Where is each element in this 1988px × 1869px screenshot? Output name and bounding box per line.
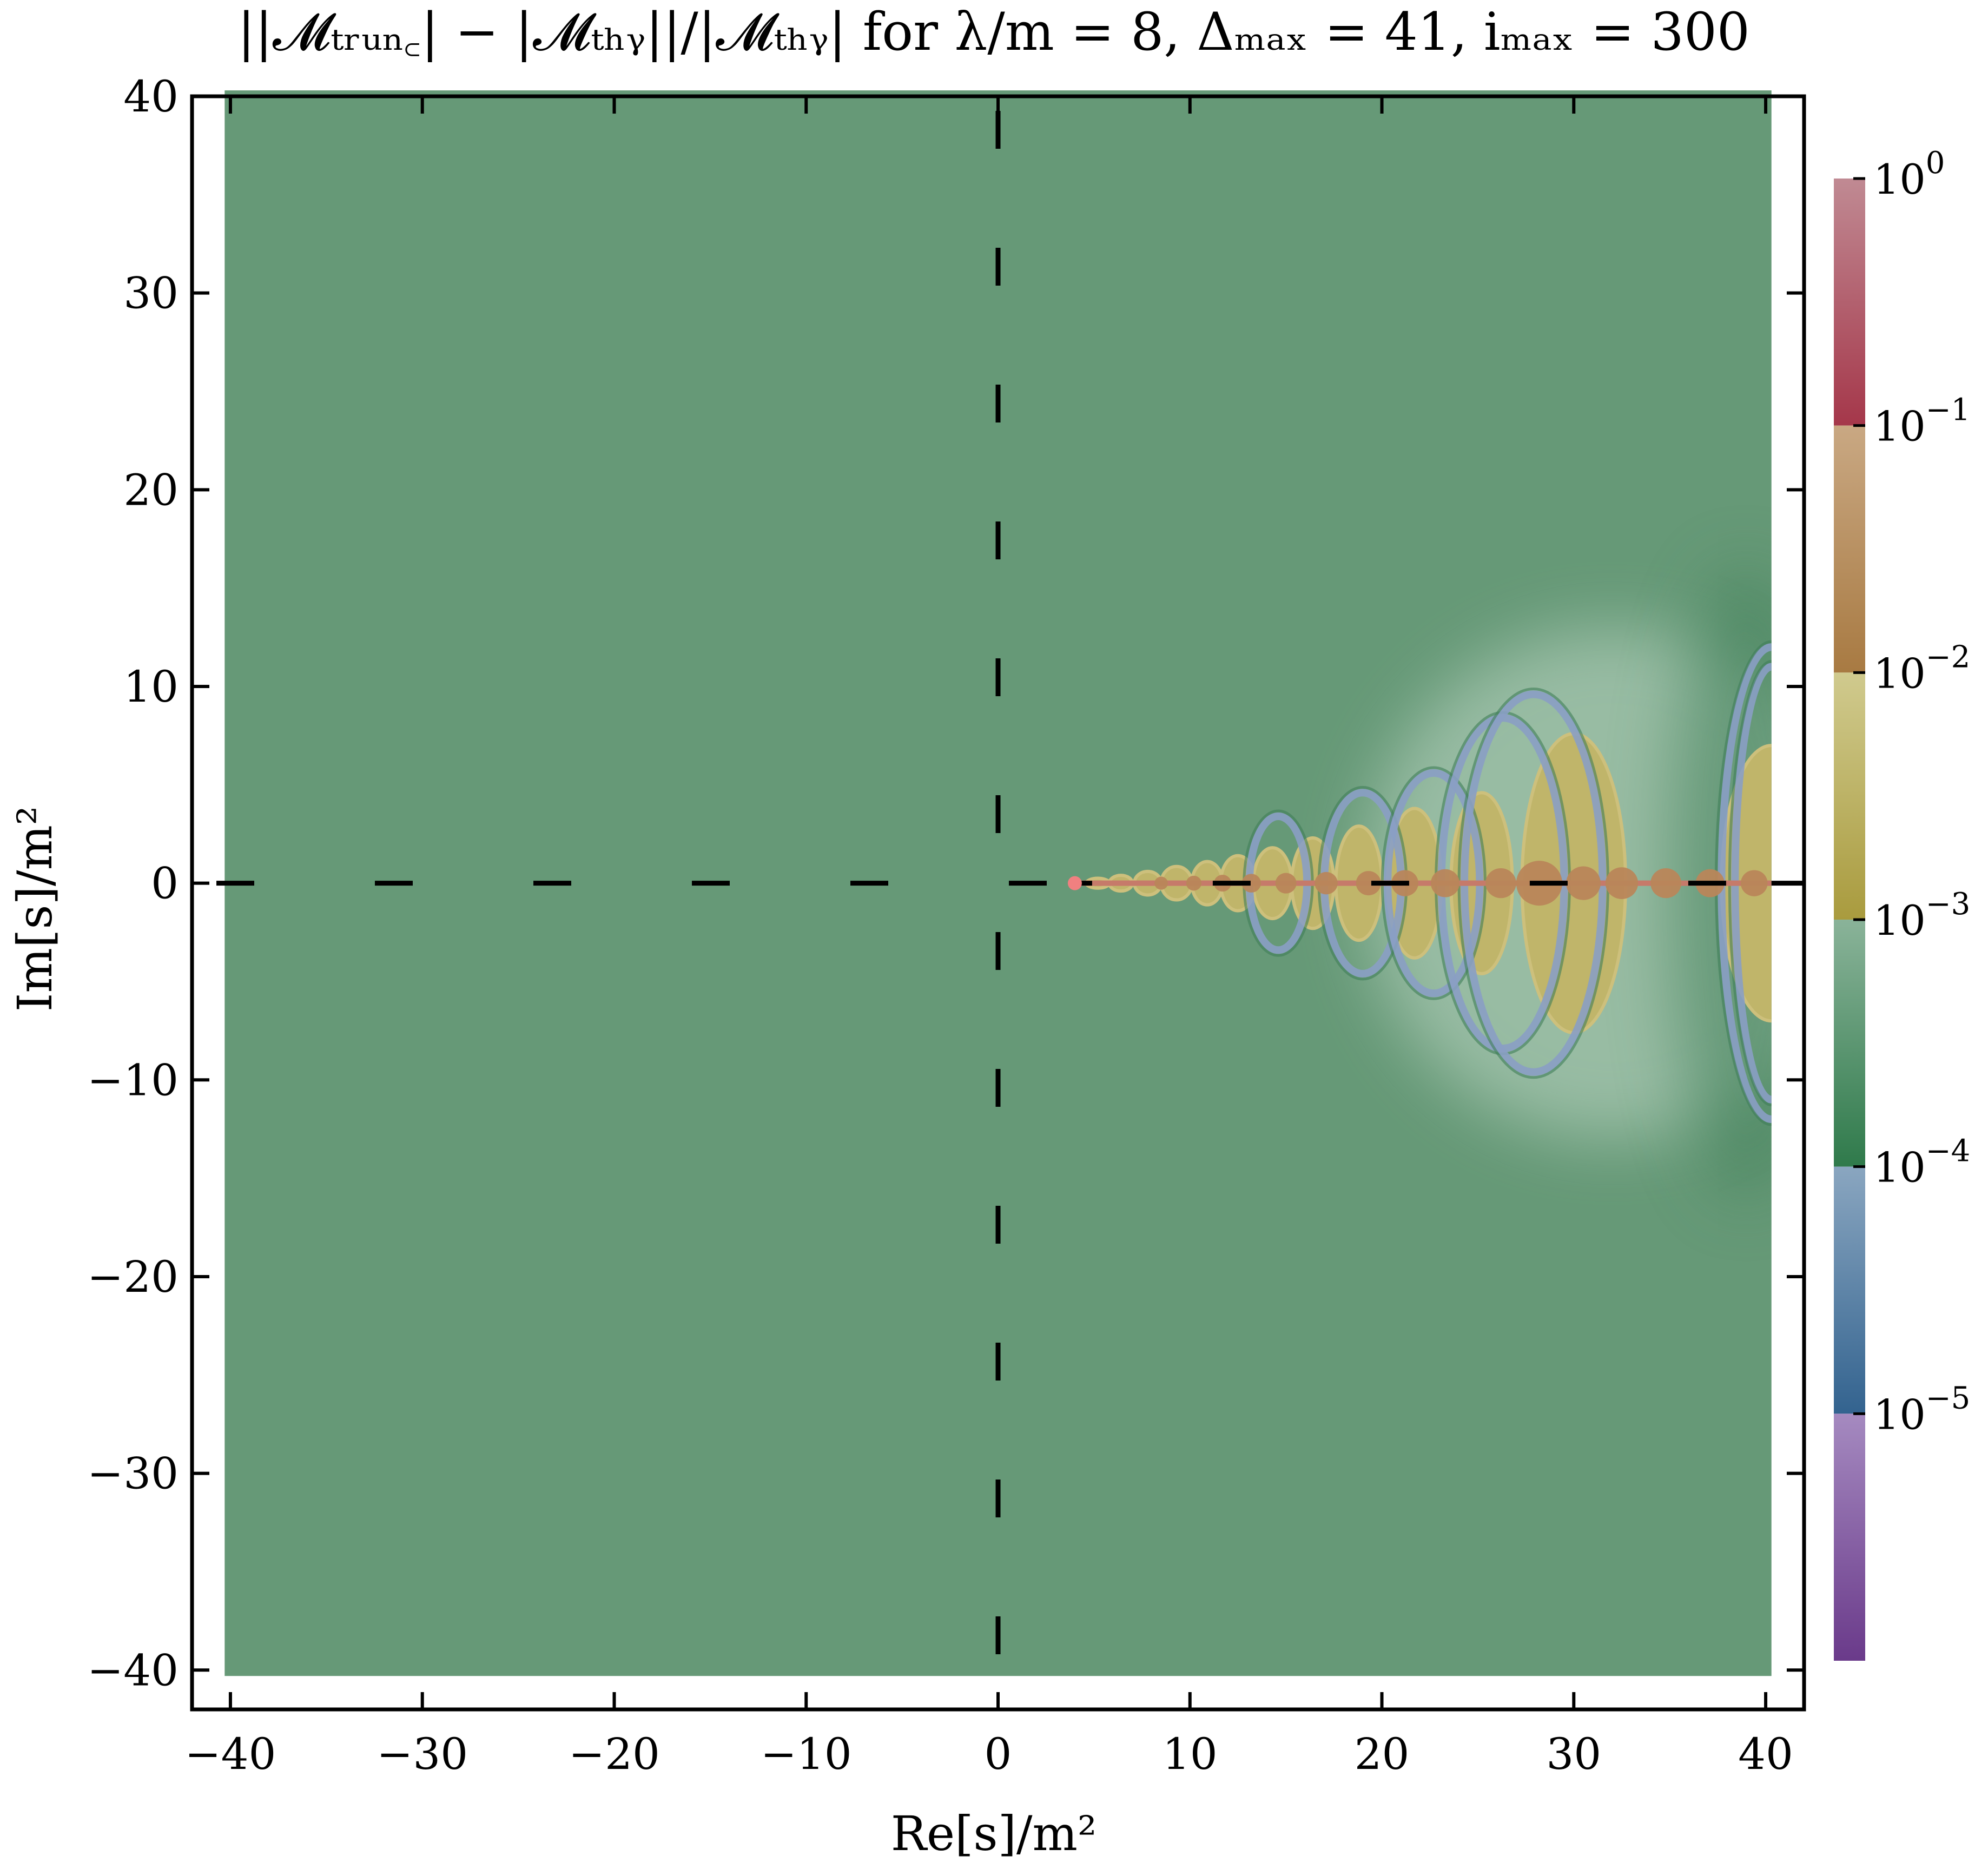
colorbar-segment-1	[1834, 425, 1865, 673]
y-tick-label: −30	[87, 1449, 179, 1499]
colorbar-tick-base: 10	[1873, 649, 1926, 697]
y-tick-labels: 40 30 20 10 0 −10 −20 −30 −40	[87, 71, 179, 1695]
blob-5	[1315, 871, 1338, 895]
colorbar-segment-2	[1834, 672, 1865, 920]
y-tick-label: 10	[123, 662, 179, 712]
blob-9	[1485, 868, 1516, 899]
blob-12	[1605, 867, 1639, 899]
x-tick-label: 40	[1738, 1729, 1793, 1779]
y-tick-label: 30	[123, 268, 179, 319]
y-tick-label: −40	[87, 1645, 179, 1695]
colorbar-tick-base: 10	[1873, 896, 1926, 945]
colorbar-tick-label: 100	[1873, 146, 1945, 203]
colorbar-tick-label: 10−5	[1873, 1381, 1970, 1438]
colorbar-tick-label: 10−4	[1873, 1134, 1970, 1192]
colorbar-segment-3	[1834, 920, 1865, 1167]
x-tick-labels: −40 −30 −20 −10 0 10 20 30 40	[185, 1729, 1793, 1779]
x-tick-label: 30	[1546, 1729, 1601, 1779]
colorbar-tick-base: 10	[1873, 155, 1926, 203]
colorbar-tick-exponent: 0	[1926, 146, 1945, 181]
blob-8	[1430, 869, 1460, 897]
x-tick-label: −20	[569, 1729, 660, 1779]
y-tick-label: 0	[151, 858, 179, 909]
blob-6	[1356, 871, 1381, 896]
colorbar-segment-4	[1834, 1166, 1865, 1414]
blob-15	[1740, 870, 1768, 896]
plot-area	[190, 90, 1806, 1712]
blob-3	[1241, 874, 1262, 893]
y-axis-label: Im[s]/m²	[7, 806, 63, 1012]
colorbar-tick-label: 10−1	[1873, 393, 1970, 451]
colorbar-tick-base: 10	[1873, 1390, 1926, 1438]
colorbar-tick-label: 10−3	[1873, 887, 1970, 945]
blob-13	[1650, 868, 1681, 899]
colorbar-tick-exponent: −2	[1926, 639, 1971, 675]
colorbar-tick-exponent: −4	[1926, 1134, 1971, 1169]
colorbar-segment-5	[1834, 1414, 1865, 1661]
x-tick-label: 0	[985, 1729, 1012, 1779]
y-tick-label: −10	[87, 1055, 179, 1105]
threshold-point	[1067, 876, 1082, 890]
blob-0	[1154, 876, 1168, 890]
blob-11	[1566, 866, 1601, 900]
colorbar-tick-exponent: −1	[1926, 393, 1971, 428]
chart-title: ||𝓜ₜᵣᵤₙ꜀| − |𝓜ₜₕᵧ||/|𝓜ₜₕᵧ| for λ/m = 8, …	[237, 2, 1750, 62]
x-tick-label: −30	[377, 1729, 468, 1779]
x-tick-label: −40	[185, 1729, 276, 1779]
x-tick-label: 10	[1163, 1729, 1218, 1779]
y-tick-label: 20	[123, 465, 179, 515]
blob-1	[1186, 875, 1202, 891]
x-tick-label: 20	[1355, 1729, 1410, 1779]
colorbar-tick-base: 10	[1873, 402, 1926, 451]
colorbar-tick-exponent: −5	[1926, 1381, 1971, 1416]
y-tick-label: −20	[87, 1252, 179, 1302]
axis-ticks	[192, 95, 1804, 1709]
colorbar-segment-0	[1834, 179, 1865, 426]
blob-4	[1275, 873, 1297, 894]
y-tick-label: 40	[123, 71, 179, 122]
colorbar-tick-base: 10	[1873, 1144, 1926, 1192]
colorbar-tick-label: 10−2	[1873, 639, 1970, 697]
x-tick-label: −10	[761, 1729, 852, 1779]
colorbar-tick-exponent: −3	[1926, 887, 1971, 922]
x-axis-label: Re[s]/m²	[891, 1806, 1097, 1861]
